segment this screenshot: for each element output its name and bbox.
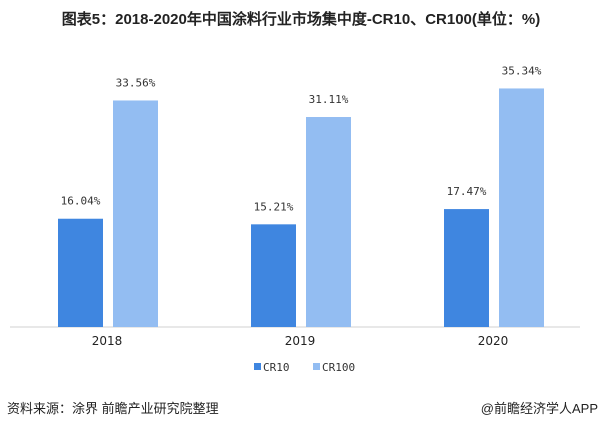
bar-cr100 [306, 117, 351, 327]
data-label: 31.11% [309, 93, 349, 106]
bar-cr10 [58, 218, 103, 327]
data-label: 15.21% [254, 200, 294, 213]
chart-title: 图表5：2018-2020年中国涂料行业市场集中度-CR10、CR100(单位：… [61, 11, 541, 28]
x-tick-label: 2020 [478, 334, 509, 348]
data-label: 16.04% [61, 195, 101, 208]
source-note: 资料来源：涂界 前瞻产业研究院整理 [7, 401, 219, 416]
data-label: 33.56% [116, 76, 156, 89]
legend-swatch-cr100 [313, 363, 320, 370]
brand-label: @前瞻经济学人APP [480, 401, 598, 416]
bar-cr10 [444, 209, 489, 327]
bar-cr100 [499, 88, 544, 327]
legend-label: CR100 [322, 361, 355, 374]
bar-cr10 [251, 224, 296, 327]
legend-swatch-cr10 [254, 363, 261, 370]
bar-cr100 [113, 100, 158, 327]
x-tick-label: 2018 [92, 334, 123, 348]
legend-label: CR10 [263, 361, 290, 374]
data-label: 35.34% [502, 64, 542, 77]
data-label: 17.47% [447, 185, 487, 198]
x-tick-label: 2019 [285, 334, 316, 348]
